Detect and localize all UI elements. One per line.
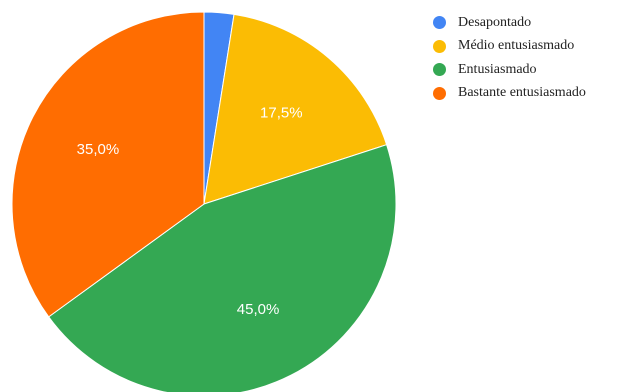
- legend-swatch: [433, 86, 446, 100]
- legend: Desapontado Médio entusiasmado Entusiasm…: [433, 11, 586, 105]
- pie-chart: 17,5% 45,0% 35,0%: [11, 11, 397, 392]
- legend-item-medio-entusiasmado[interactable]: Médio entusiasmado: [433, 35, 586, 59]
- slice-data-label: 35,0%: [77, 141, 120, 158]
- legend-label: Médio entusiasmado: [458, 38, 575, 54]
- legend-item-desapontado[interactable]: Desapontado: [433, 11, 586, 35]
- pie-slice-entusiasmado[interactable]: [47, 144, 397, 392]
- legend-label: Entusiasmado: [458, 61, 537, 77]
- legend-item-bastante-entusiasmado[interactable]: Bastante entusiasmado: [433, 82, 586, 106]
- legend-swatch: [433, 63, 446, 77]
- pie-slice-m-dio-entusiasmado[interactable]: [203, 13, 388, 205]
- legend-swatch: [433, 16, 446, 30]
- slice-data-label: 17,5%: [260, 104, 303, 121]
- legend-label: Desapontado: [458, 14, 532, 30]
- pie-slice-bastante-entusiasmado[interactable]: [11, 11, 205, 318]
- legend-item-entusiasmado[interactable]: Entusiasmado: [433, 58, 586, 82]
- legend-label: Bastante entusiasmado: [458, 85, 586, 101]
- legend-swatch: [433, 39, 446, 53]
- slice-data-label: 45,0%: [237, 301, 280, 318]
